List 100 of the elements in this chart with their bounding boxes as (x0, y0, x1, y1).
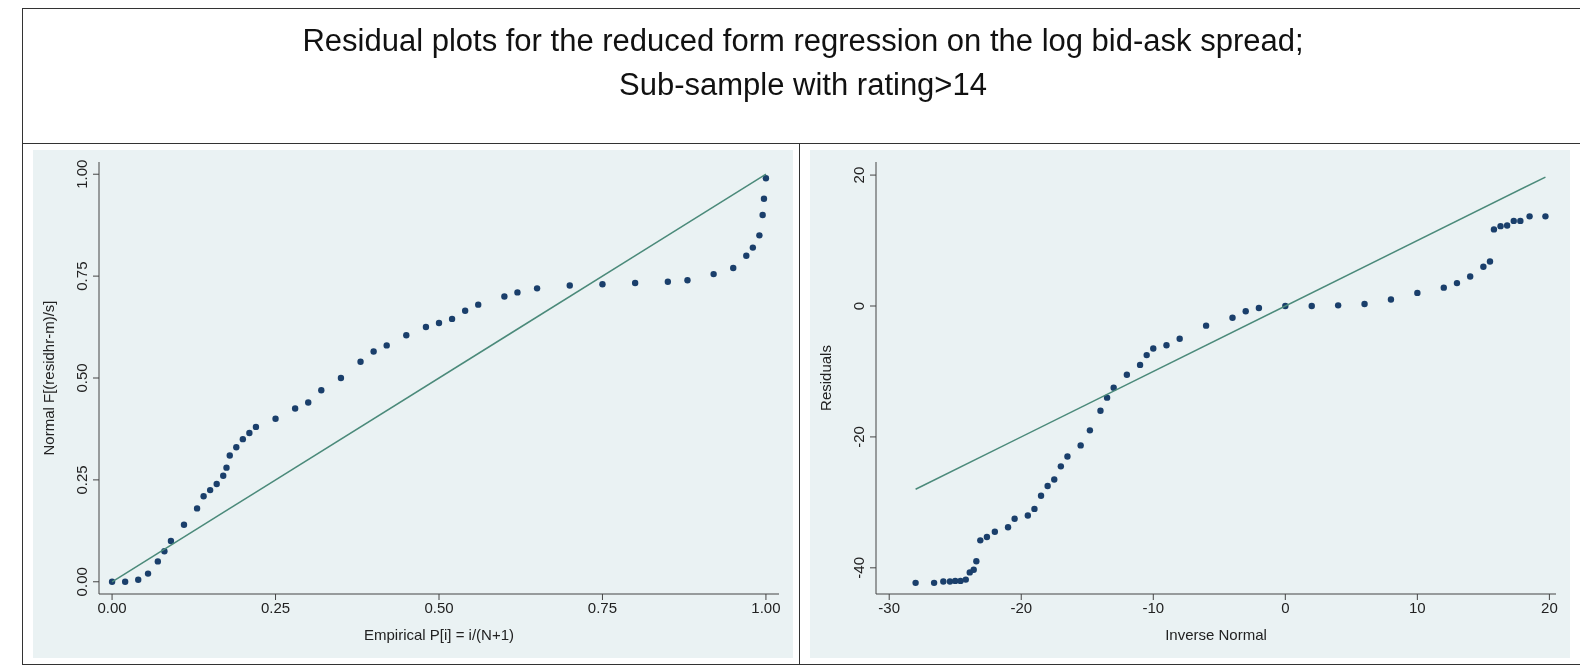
point (962, 576, 969, 583)
point (475, 301, 482, 308)
point (1057, 463, 1065, 470)
point (970, 566, 977, 573)
point (1064, 453, 1071, 460)
point (1334, 302, 1342, 309)
point (710, 270, 717, 278)
point (1123, 371, 1131, 378)
point (383, 342, 390, 349)
point (730, 264, 737, 272)
y-axis-title: Residuals (817, 345, 835, 411)
point (233, 444, 240, 451)
point (1086, 427, 1094, 434)
point (246, 429, 253, 437)
x-tick-label: 1.00 (751, 598, 781, 616)
y-tick-label: -40 (850, 556, 867, 579)
point (1004, 524, 1012, 531)
point (318, 387, 325, 394)
point (144, 570, 152, 577)
x-tick-label: -10 (1142, 598, 1165, 616)
point (154, 558, 162, 565)
point (977, 537, 984, 544)
point (220, 472, 227, 480)
point (743, 252, 750, 259)
point (991, 528, 999, 536)
point (1044, 482, 1051, 490)
point (448, 315, 456, 323)
y-tick-label: 1.00 (73, 159, 90, 189)
x-axis-title: Empirical P[i] = i/(N+1) (363, 626, 515, 643)
point (305, 399, 312, 406)
chart-title: Residual plots for the reduced form regression on the log bid-ask spread; (301, 22, 1305, 60)
x-tick-label: 10 (1409, 598, 1426, 616)
point (1486, 258, 1494, 265)
point (664, 278, 672, 286)
point (180, 521, 188, 528)
y-tick-label: 0.25 (73, 465, 90, 495)
x-tick-label: 20 (1541, 598, 1558, 616)
point (1542, 213, 1549, 220)
point (514, 289, 521, 296)
point (1440, 284, 1447, 291)
point (1503, 222, 1511, 229)
x-axis-title: Inverse Normal (1165, 626, 1267, 643)
point (533, 285, 541, 292)
point (930, 579, 938, 587)
point (206, 486, 214, 494)
x-tick-label: -30 (878, 598, 901, 616)
point (760, 195, 768, 202)
point (461, 307, 469, 314)
point (239, 435, 247, 443)
point (599, 281, 606, 288)
y-tick-label: 20 (850, 166, 867, 184)
point (223, 464, 230, 471)
point (1490, 226, 1498, 233)
point (226, 452, 233, 459)
point (1163, 342, 1170, 349)
point (631, 279, 639, 287)
point (566, 282, 573, 289)
x-tick-label: 0.00 (97, 598, 127, 616)
point (1011, 515, 1018, 522)
point (193, 505, 201, 512)
y-tick-label: 0.50 (73, 363, 90, 393)
y-axis-title: Normal F[(residhr-m)/s] (40, 300, 58, 456)
point (121, 578, 129, 585)
x-tick-label: 0.50 (424, 598, 454, 616)
point (1480, 263, 1487, 270)
point (1361, 300, 1368, 308)
point (762, 175, 770, 182)
point (940, 578, 947, 585)
point (501, 293, 508, 300)
point (957, 577, 964, 585)
point (403, 332, 410, 339)
x-tick-label: 0 (1281, 598, 1290, 616)
point (167, 537, 175, 545)
point (135, 576, 142, 583)
point (200, 492, 207, 500)
point (983, 533, 991, 541)
point (370, 348, 377, 355)
point (1466, 273, 1474, 280)
point (337, 374, 345, 382)
point (1242, 308, 1249, 315)
point (973, 558, 980, 565)
y-tick-label: -20 (850, 426, 867, 448)
point (435, 319, 443, 327)
point (749, 244, 757, 251)
point (759, 211, 766, 219)
point (756, 232, 763, 239)
point (1229, 314, 1236, 321)
x-tick-label: 0.75 (587, 598, 618, 616)
point (1202, 322, 1210, 329)
y-tick-label: 0 (850, 301, 867, 311)
y-tick-label: 0.00 (73, 567, 90, 597)
point (252, 423, 260, 431)
x-tick-label: 0.25 (260, 598, 291, 616)
point (912, 579, 919, 587)
point (1143, 351, 1150, 359)
point (1097, 407, 1104, 414)
point (357, 358, 364, 365)
chart-subtitle: Sub-sample with rating>14 (618, 66, 988, 104)
point (422, 323, 430, 331)
point (272, 415, 279, 422)
